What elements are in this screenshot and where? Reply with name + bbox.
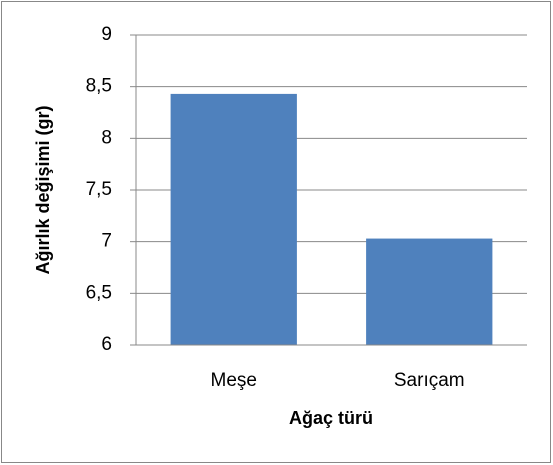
- y-tick-label: 8: [101, 127, 112, 148]
- y-tick-label: 8,5: [86, 76, 112, 97]
- x-tick-label: Sarıçam: [394, 370, 465, 391]
- x-axis-title: Ağaç türü: [289, 408, 373, 428]
- y-axis-title: Ağırlık değişimi (gr): [33, 105, 53, 274]
- y-tick-label: 7: [101, 231, 112, 252]
- bar: [170, 93, 297, 346]
- y-tick-label: 9: [101, 24, 112, 45]
- y-tick-label: 7,5: [86, 179, 112, 200]
- y-tick-label: 6: [101, 334, 112, 355]
- bar: [366, 238, 493, 345]
- x-tick-label: Meşe: [211, 370, 257, 391]
- y-tick-label: 6,5: [86, 282, 112, 303]
